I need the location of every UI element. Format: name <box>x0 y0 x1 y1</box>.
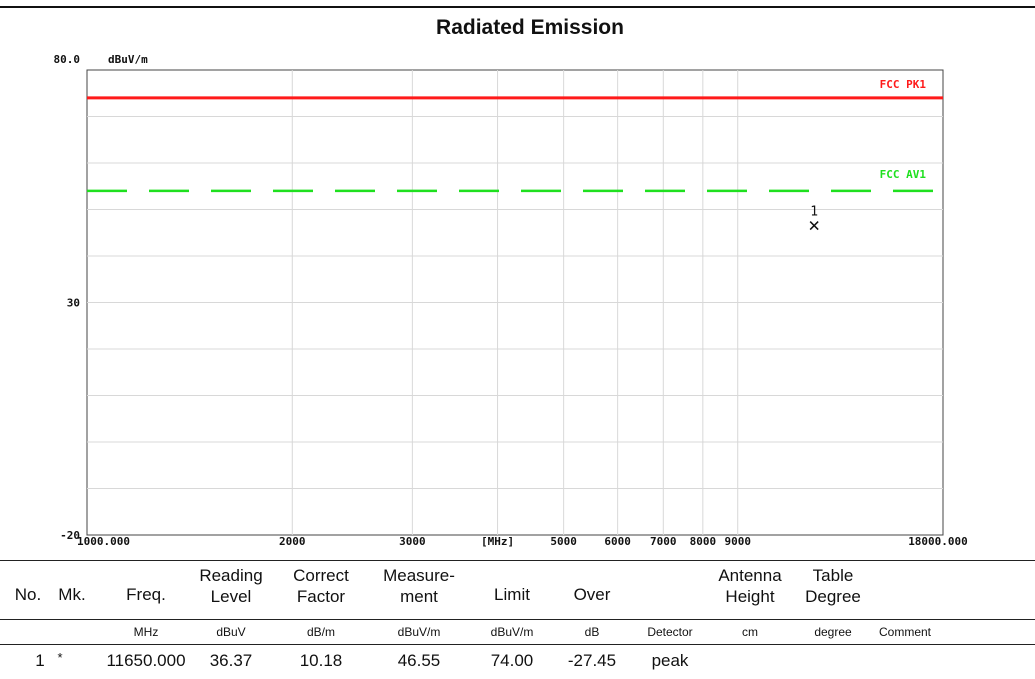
table-unit-cell: dBuV <box>216 625 246 639</box>
table-unit-cell: Detector <box>647 625 693 639</box>
table-unit-cell: Comment <box>878 625 931 639</box>
table-rule-top <box>0 560 1035 561</box>
x-tick-label: 1000.000 <box>77 535 130 548</box>
table-header-cell: Reading Level <box>181 565 281 607</box>
table-cell-measurement: 46.55 <box>397 651 441 670</box>
table-unit-cell: dBuV/m <box>397 625 441 639</box>
y-axis-unit-label: dBuV/m <box>108 53 148 66</box>
x-tick-label: 18000.000 <box>908 535 968 548</box>
chart-title: Radiated Emission <box>436 16 624 39</box>
x-tick-label: 8000 <box>690 535 717 548</box>
x-tick-label: 6000 <box>604 535 631 548</box>
grid-lines <box>87 70 943 535</box>
marker-x-stroke <box>809 221 819 231</box>
fcc-pk1-legend: FCC PK1 <box>880 78 927 91</box>
table-header-cell: Limit <box>494 585 530 604</box>
header-line-2: Height <box>725 587 775 606</box>
table-header-cell: Antenna Height <box>700 565 800 607</box>
axis-labels: 80.0 30 -20 dBuV/m 1000.000 2000 3000 [MHz] 5000… <box>54 53 968 548</box>
table-unit-cell: cm <box>742 625 758 639</box>
x-tick-label: 5000 <box>550 535 577 548</box>
markers: 1 <box>809 205 819 231</box>
x-tick-label: 7000 <box>650 535 677 548</box>
table-unit-cell: degree <box>814 625 852 639</box>
table-rule-units <box>0 644 1035 645</box>
table-header-cell: Freq. <box>126 585 166 604</box>
header-line-1: Antenna <box>718 566 782 585</box>
marker-label: 1 <box>810 205 818 220</box>
table-cell-over: -27.45 <box>567 651 617 670</box>
table-header-cell: Table Degree <box>783 565 883 607</box>
table-cell-freq: 11650.000 <box>106 651 186 670</box>
table-cell-no: 1 <box>35 651 45 670</box>
y-tick-label: -20 <box>60 529 80 542</box>
top-rule <box>0 6 1035 8</box>
header-line-2: ment <box>400 587 438 606</box>
table-unit-cell: MHz <box>133 625 159 639</box>
table-cell-limit: 74.00 <box>490 651 534 670</box>
x-axis-unit-label: [MHz] <box>481 535 514 548</box>
header-line-1: Reading <box>199 566 263 585</box>
table-header-cell: Mk. <box>58 585 86 604</box>
table-cell-mk: * <box>57 650 63 665</box>
table-unit-cell: dBuV/m <box>490 625 534 639</box>
table-cell-reading: 36.37 <box>209 651 253 670</box>
table-header-cell: No. <box>14 585 42 604</box>
y-tick-label: 80.0 <box>54 53 81 66</box>
table-cell-detector: peak <box>651 651 689 670</box>
x-tick-label: 2000 <box>279 535 306 548</box>
header-line-2: Level <box>210 587 252 606</box>
limit-lines: FCC PK1 FCC AV1 <box>87 78 943 193</box>
fcc-av1-legend: FCC AV1 <box>880 168 927 181</box>
header-line-2: Factor <box>296 587 346 606</box>
table-rule-mid <box>0 619 1035 620</box>
x-tick-label: 9000 <box>724 535 751 548</box>
y-tick-label: 30 <box>67 297 80 310</box>
table-header-cell: Over <box>573 585 611 604</box>
table-header-cell: Measure-ment <box>369 565 469 607</box>
header-line-1: Correct <box>293 566 349 585</box>
x-tick-label: 3000 <box>399 535 426 548</box>
header-line-2: Degree <box>805 587 861 606</box>
emission-plot: FCC PK1 FCC AV1 80.0 30 -20 dBuV/m 1000.000 20… <box>54 53 968 548</box>
header-line-1: Measure- <box>383 566 455 585</box>
table-unit-cell: dB <box>584 625 600 639</box>
header-line-1: Table <box>812 566 854 585</box>
table-header-cell: Correct Factor <box>271 565 371 607</box>
table-unit-cell: dB/m <box>306 625 335 639</box>
table-cell-correct: 10.18 <box>299 651 343 670</box>
